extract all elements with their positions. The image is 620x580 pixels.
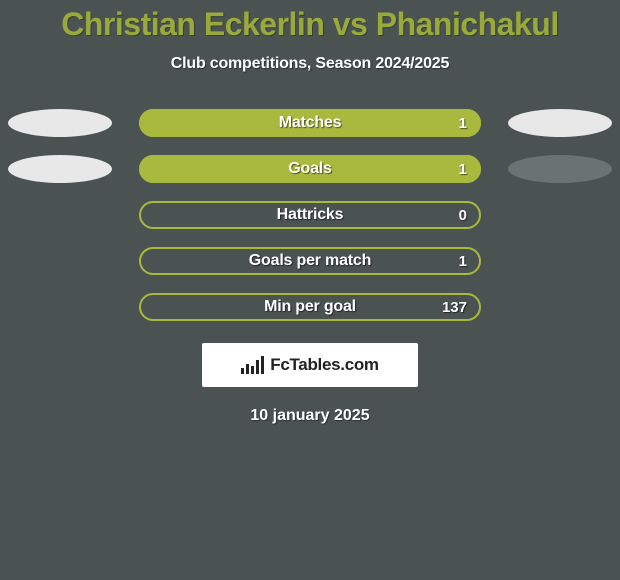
stat-value: 137 (442, 293, 467, 321)
stat-label: Hattricks (139, 201, 481, 229)
right-indicator-ellipse (508, 155, 612, 183)
bar-chart-icon (241, 356, 264, 374)
stat-value: 1 (459, 155, 467, 183)
branding-text: FcTables.com (270, 355, 379, 375)
stats-list: Matches1Goals1Hattricks0Goals per match1… (0, 109, 620, 321)
stat-bar: Hattricks0 (139, 201, 481, 229)
page-subtitle: Club competitions, Season 2024/2025 (171, 55, 449, 73)
stat-row: Matches1 (0, 109, 620, 137)
stat-value: 1 (459, 109, 467, 137)
left-indicator-ellipse (8, 109, 112, 137)
left-indicator-ellipse (8, 155, 112, 183)
stat-row: Hattricks0 (0, 201, 620, 229)
page-title: Christian Eckerlin vs Phanichakul (41, 6, 578, 43)
stat-label: Goals (139, 155, 481, 183)
stat-value: 1 (459, 247, 467, 275)
stat-row: Goals per match1 (0, 247, 620, 275)
stat-bar: Goals per match1 (139, 247, 481, 275)
right-indicator-ellipse (508, 109, 612, 137)
footer-date: 10 january 2025 (250, 407, 369, 425)
stat-bar: Goals1 (139, 155, 481, 183)
stat-bar: Min per goal137 (139, 293, 481, 321)
stat-label: Goals per match (139, 247, 481, 275)
stat-value: 0 (459, 201, 467, 229)
stat-bar: Matches1 (139, 109, 481, 137)
stat-label: Min per goal (139, 293, 481, 321)
comparison-card: Christian Eckerlin vs Phanichakul Club c… (0, 0, 620, 425)
stat-row: Min per goal137 (0, 293, 620, 321)
branding-badge[interactable]: FcTables.com (202, 343, 418, 387)
stat-label: Matches (139, 109, 481, 137)
stat-row: Goals1 (0, 155, 620, 183)
